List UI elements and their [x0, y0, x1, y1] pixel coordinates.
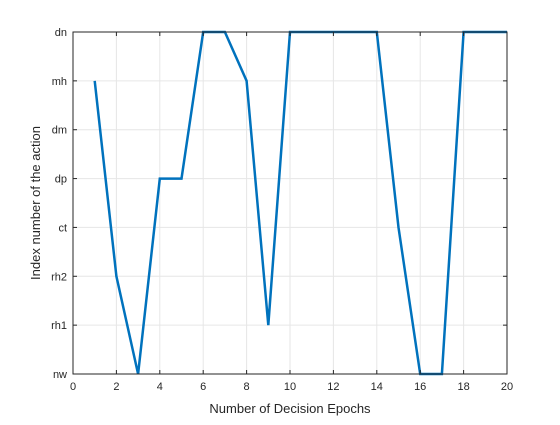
y-tick-label: rh1 — [51, 320, 67, 332]
x-tick-label: 12 — [327, 381, 339, 393]
x-tick-label: 0 — [70, 381, 76, 393]
x-tick-label: 8 — [244, 381, 250, 393]
y-tick-label: nw — [53, 369, 67, 381]
y-tick-label: ct — [58, 222, 67, 234]
x-tick-label: 6 — [200, 381, 206, 393]
y-tick-label: dn — [55, 27, 67, 39]
y-tick-label: rh2 — [51, 271, 67, 283]
x-tick-label: 20 — [501, 381, 513, 393]
y-tick-label: dm — [52, 125, 67, 137]
x-tick-label: 10 — [284, 381, 296, 393]
y-tick-label: dp — [55, 174, 67, 186]
x-tick-label: 14 — [371, 381, 383, 393]
x-tick-label: 16 — [414, 381, 426, 393]
x-tick-label: 2 — [113, 381, 119, 393]
y-axis-title: Index number of the action — [28, 126, 43, 280]
y-tick-label: mh — [52, 76, 67, 88]
x-tick-label: 18 — [457, 381, 469, 393]
x-axis-title: Number of Decision Epochs — [209, 401, 371, 416]
x-tick-label: 4 — [157, 381, 163, 393]
